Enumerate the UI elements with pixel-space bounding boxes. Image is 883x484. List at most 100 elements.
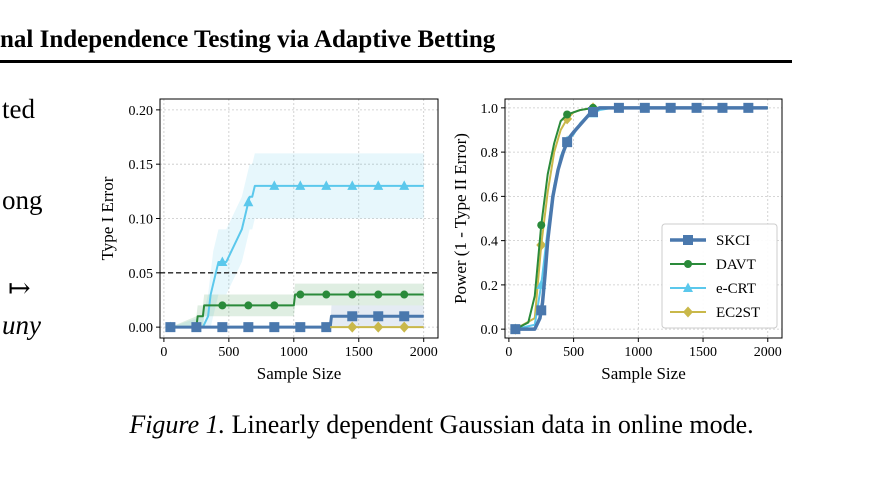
x-tick-label: 0 xyxy=(160,345,167,360)
data-point-skci xyxy=(321,322,332,333)
data-point-skci xyxy=(510,324,521,335)
body-text-fragment: ted xyxy=(2,94,35,124)
series-line-davt xyxy=(514,106,768,331)
data-point-skci xyxy=(562,137,573,148)
legend-label: DAVT xyxy=(716,257,756,273)
data-point-skci xyxy=(743,102,754,113)
band-e-crt xyxy=(170,153,424,328)
data-point-skci xyxy=(717,102,728,113)
legend-entry: e-CRT xyxy=(670,281,756,297)
x-tick-label: 2000 xyxy=(754,345,782,360)
series-skci xyxy=(165,311,424,333)
data-point-skci xyxy=(665,102,676,113)
axes-frame xyxy=(504,98,783,339)
data-point-skci xyxy=(165,322,176,333)
data-point-davt xyxy=(322,290,331,299)
legend-marker xyxy=(683,306,693,318)
data-point-skci xyxy=(536,305,547,316)
header-rule xyxy=(0,60,792,63)
y-tick-label: 0.2 xyxy=(481,279,499,294)
series-skci xyxy=(510,102,768,335)
data-point-skci xyxy=(588,107,599,118)
data-point-skci xyxy=(191,322,202,333)
data-point-e-crt xyxy=(399,180,410,190)
x-tick-label: 1000 xyxy=(624,345,652,360)
y-tick-label: 1.0 xyxy=(481,102,499,117)
data-point-e-crt xyxy=(373,180,384,190)
figure-caption-text: Linearly dependent Gaussian data in onli… xyxy=(231,410,754,439)
data-point-e-crt xyxy=(347,180,358,190)
data-point-davt xyxy=(296,290,305,299)
data-point-skci xyxy=(217,322,228,333)
data-point-skci xyxy=(373,311,384,322)
legend-label: e-CRT xyxy=(716,281,756,297)
x-tick-label: 500 xyxy=(218,345,239,360)
data-point-skci xyxy=(295,322,306,333)
data-point-davt xyxy=(244,301,253,310)
data-point-ec2st xyxy=(399,321,410,333)
ticks: 0 500 1000 1500 2000 0.00 0.05 0.10 0.15 0.20 xyxy=(129,104,438,360)
x-tick-label: 500 xyxy=(563,345,584,360)
legend-marker xyxy=(684,260,692,268)
data-point-davt xyxy=(348,290,357,299)
data-point-e-crt xyxy=(321,180,332,190)
data-point-e-crt xyxy=(269,180,280,190)
y-tick-label: 0.20 xyxy=(129,104,154,119)
legend-label: SKCI xyxy=(716,233,750,249)
body-text-fragment: uny xyxy=(2,310,41,340)
y-tick-label: 0.05 xyxy=(129,267,154,282)
data-point-davt xyxy=(374,290,383,299)
x-tick-label: 2000 xyxy=(410,345,438,360)
y-tick-label: 0.00 xyxy=(129,321,154,336)
y-tick-label: 0.6 xyxy=(481,190,499,205)
legend-label: EC2ST xyxy=(716,305,760,321)
data-point-ec2st xyxy=(347,321,358,333)
y-axis-label: Type I Error xyxy=(98,176,117,260)
data-point-skci xyxy=(269,322,280,333)
series-line-e-crt xyxy=(170,184,424,329)
ticks: 0 500 1000 1500 2000 0.0 0.2 0.4 0.6 0.8 1.0 xyxy=(481,102,782,360)
data-point-skci xyxy=(399,311,410,322)
data-point-skci xyxy=(691,102,702,113)
y-axis-label: Power (1 - Type II Error) xyxy=(451,133,470,304)
x-tick-label: 1500 xyxy=(689,345,717,360)
legend-entry: SKCI xyxy=(670,233,750,249)
data-point-e-crt xyxy=(217,256,228,266)
legend-marker xyxy=(683,282,693,292)
y-tick-label: 0.0 xyxy=(481,323,499,338)
x-tick-label: 0 xyxy=(505,345,512,360)
x-axis-label: Sample Size xyxy=(257,364,342,383)
data-point-e-crt xyxy=(243,196,254,207)
band-skci xyxy=(170,305,424,328)
legend-marker xyxy=(683,235,693,245)
mapsto-symbol: ↦ xyxy=(8,273,31,303)
y-tick-label: 0.15 xyxy=(129,158,154,173)
y-tick-label: 0.8 xyxy=(481,146,499,161)
y-tick-label: 0.4 xyxy=(481,235,499,250)
page-header-title: nal Independence Testing via Adaptive Be… xyxy=(0,26,496,53)
data-point-davt xyxy=(270,301,279,310)
legend-entry: DAVT xyxy=(670,257,756,273)
figure-caption-label: Figure 1. xyxy=(129,410,226,439)
data-point-skci xyxy=(613,102,624,113)
data-point-davt xyxy=(537,221,546,230)
data-point-davt xyxy=(563,110,572,119)
data-point-ec2st xyxy=(373,321,384,333)
legend-frame xyxy=(661,223,778,329)
series-ec2st xyxy=(330,321,424,333)
data-point-skci xyxy=(639,102,650,113)
legend-entry: EC2ST xyxy=(670,305,760,321)
legend: SKCI DAVT e-CRT EC2ST xyxy=(661,223,778,329)
data-point-skci xyxy=(243,322,254,333)
x-tick-label: 1500 xyxy=(345,345,373,360)
x-axis-label: Sample Size xyxy=(601,364,686,383)
body-text-fragment: ong xyxy=(2,185,43,215)
data-point-skci xyxy=(347,311,358,322)
data-point-davt xyxy=(218,301,227,310)
figure-caption: Figure 1. Linearly dependent Gaussian da… xyxy=(0,410,883,440)
x-tick-label: 1000 xyxy=(280,345,308,360)
data-point-davt xyxy=(400,290,409,299)
data-point-e-crt xyxy=(295,180,306,190)
